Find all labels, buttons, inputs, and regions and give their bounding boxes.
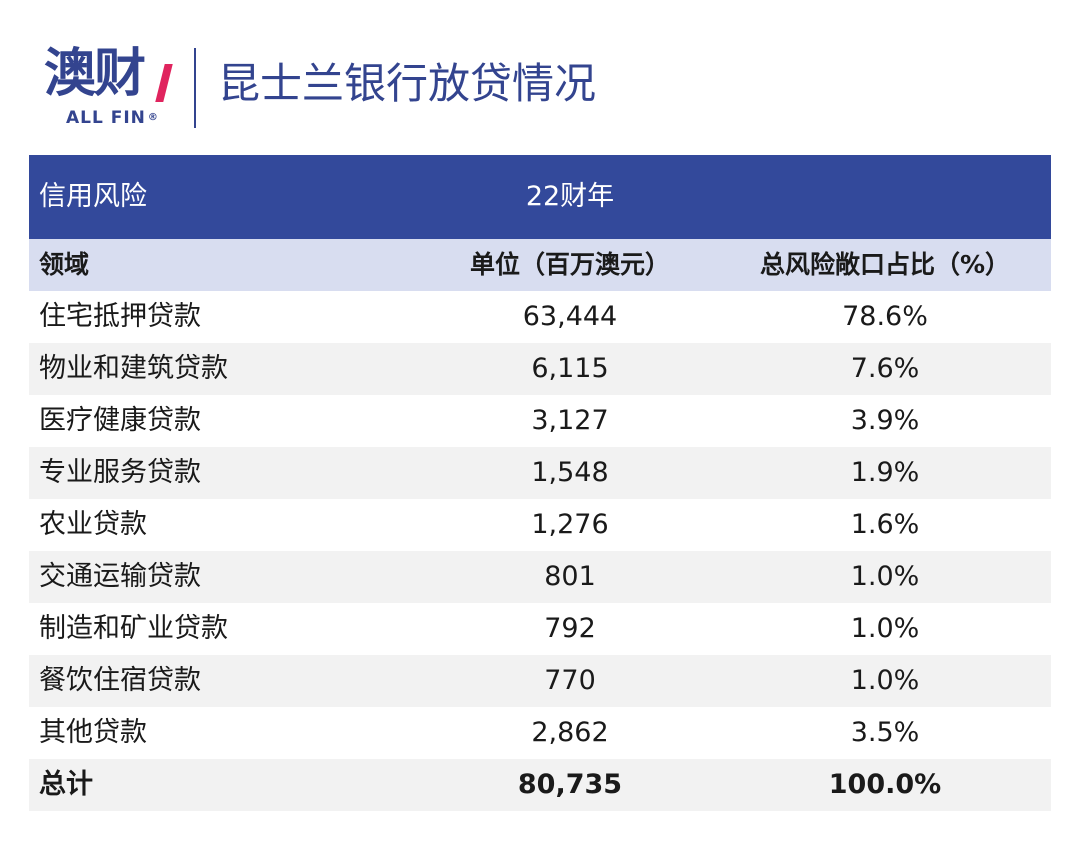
logo-wordmark: 澳财 <box>44 44 146 104</box>
table-row: 交通运输贷款 801 1.0% <box>29 551 1051 603</box>
row-domain: 交通运输贷款 <box>39 561 201 592</box>
table-row: 专业服务贷款 1,548 1.9% <box>29 447 1051 499</box>
total-amount: 80,735 <box>517 769 623 800</box>
column-header-row: 领域 单位（百万澳元） 总风险敞口占比（%） <box>29 239 1051 291</box>
row-amount: 1,276 <box>531 509 609 540</box>
logo-subtitle-text: ALL FIN <box>66 108 146 128</box>
page-title: 昆士兰银行放贷情况 <box>218 59 597 108</box>
row-share: 1.0% <box>850 665 920 696</box>
row-share: 1.0% <box>850 613 920 644</box>
allfin-logo: 澳财 ALL FIN ® <box>44 44 174 132</box>
table-row: 医疗健康贷款 3,127 3.9% <box>29 395 1051 447</box>
column-header-domain: 领域 <box>39 250 90 279</box>
row-domain: 农业贷款 <box>39 509 147 540</box>
row-domain: 其他贷款 <box>39 717 147 748</box>
row-amount: 792 <box>544 613 596 644</box>
row-domain: 医疗健康贷款 <box>39 405 201 436</box>
table-row: 住宅抵押贷款 63,444 78.6% <box>29 291 1051 343</box>
row-amount: 63,444 <box>522 301 618 332</box>
row-share: 7.6% <box>850 353 920 384</box>
logo-accent-mark <box>155 64 173 102</box>
row-amount: 1,548 <box>531 457 609 488</box>
row-domain: 专业服务贷款 <box>39 457 201 488</box>
total-row: 总计 80,735 100.0% <box>29 759 1051 811</box>
table-row: 其他贷款 2,862 3.5% <box>29 707 1051 759</box>
row-amount: 2,862 <box>531 717 609 748</box>
table-row: 物业和建筑贷款 6,115 7.6% <box>29 343 1051 395</box>
row-share: 78.6% <box>842 301 928 332</box>
row-share: 1.0% <box>850 561 920 592</box>
row-amount: 6,115 <box>531 353 609 384</box>
credit-risk-table: 信用风险 22财年 领域 单位（百万澳元） 总风险敞口占比（%） 住宅抵押贷款 … <box>29 155 1051 811</box>
banner-label: 信用风险 <box>39 181 147 212</box>
table-row: 制造和矿业贷款 792 1.0% <box>29 603 1051 655</box>
row-amount: 770 <box>544 665 596 696</box>
row-domain: 住宅抵押贷款 <box>39 301 201 332</box>
row-domain: 制造和矿业贷款 <box>39 613 228 644</box>
page-header: 澳财 ALL FIN ® 昆士兰银行放贷情况 <box>0 0 1080 150</box>
row-share: 1.6% <box>850 509 920 540</box>
header-divider <box>194 48 196 128</box>
row-amount: 3,127 <box>531 405 609 436</box>
row-domain: 物业和建筑贷款 <box>39 353 228 384</box>
column-header-share: 总风险敞口占比（%） <box>759 250 1011 279</box>
table-row: 餐饮住宿贷款 770 1.0% <box>29 655 1051 707</box>
row-domain: 餐饮住宿贷款 <box>39 665 201 696</box>
total-share: 100.0% <box>828 769 942 800</box>
registered-mark: ® <box>147 112 158 123</box>
row-share: 3.9% <box>850 405 920 436</box>
logo-subtitle: ALL FIN ® <box>66 108 158 128</box>
row-share: 1.9% <box>850 457 920 488</box>
column-header-amount: 单位（百万澳元） <box>469 250 670 279</box>
total-label: 总计 <box>39 769 93 800</box>
table-row: 农业贷款 1,276 1.6% <box>29 499 1051 551</box>
table-banner: 信用风险 22财年 <box>29 155 1051 239</box>
banner-year: 22财年 <box>525 181 615 212</box>
row-share: 3.5% <box>850 717 920 748</box>
row-amount: 801 <box>544 561 596 592</box>
